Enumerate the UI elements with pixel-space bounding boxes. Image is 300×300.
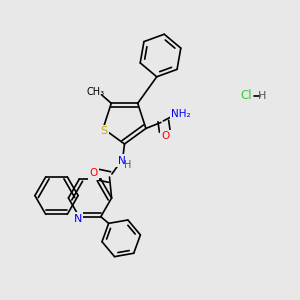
Text: NH₂: NH₂ — [172, 110, 191, 119]
Text: H: H — [124, 160, 132, 170]
Text: O: O — [161, 131, 169, 141]
Text: N: N — [118, 155, 125, 166]
Text: S: S — [100, 126, 108, 136]
Text: Cl: Cl — [240, 89, 252, 103]
Text: N: N — [74, 214, 82, 224]
Text: CH₃: CH₃ — [87, 87, 105, 97]
Text: H: H — [258, 91, 267, 101]
Text: O: O — [89, 168, 98, 178]
